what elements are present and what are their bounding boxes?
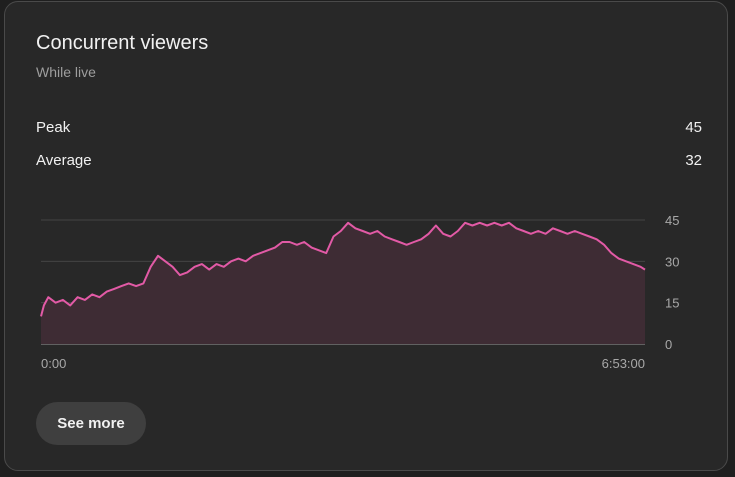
card-subtitle: While live xyxy=(36,64,96,80)
stat-label-peak: Peak xyxy=(36,119,71,136)
x-tick-label-start: 0:00 xyxy=(41,356,66,371)
chart-area-fill xyxy=(41,222,645,344)
stat-value-average: 32 xyxy=(685,152,702,169)
concurrent-viewers-card: Concurrent viewers While live Peak 45 Av… xyxy=(4,1,728,471)
viewers-chart: 0 15 30 45 0:00 6:53:00 xyxy=(40,213,679,371)
stat-value-peak: 45 xyxy=(685,119,702,136)
stat-row-peak: Peak 45 xyxy=(36,119,702,139)
stat-row-average: Average 32 xyxy=(36,152,702,172)
card-title: Concurrent viewers xyxy=(36,32,209,54)
chart-y-ticks: 0 15 30 45 xyxy=(665,213,679,352)
y-tick-label: 30 xyxy=(665,254,679,269)
stat-label-average: Average xyxy=(36,152,92,169)
y-tick-label: 15 xyxy=(665,296,679,311)
chart-x-ticks: 0:00 6:53:00 xyxy=(41,356,645,371)
see-more-button[interactable]: See more xyxy=(36,402,146,445)
y-tick-label: 45 xyxy=(665,213,679,228)
x-tick-label-end: 6:53:00 xyxy=(602,356,645,371)
y-tick-label: 0 xyxy=(665,337,672,352)
chart-series-line xyxy=(40,221,646,317)
